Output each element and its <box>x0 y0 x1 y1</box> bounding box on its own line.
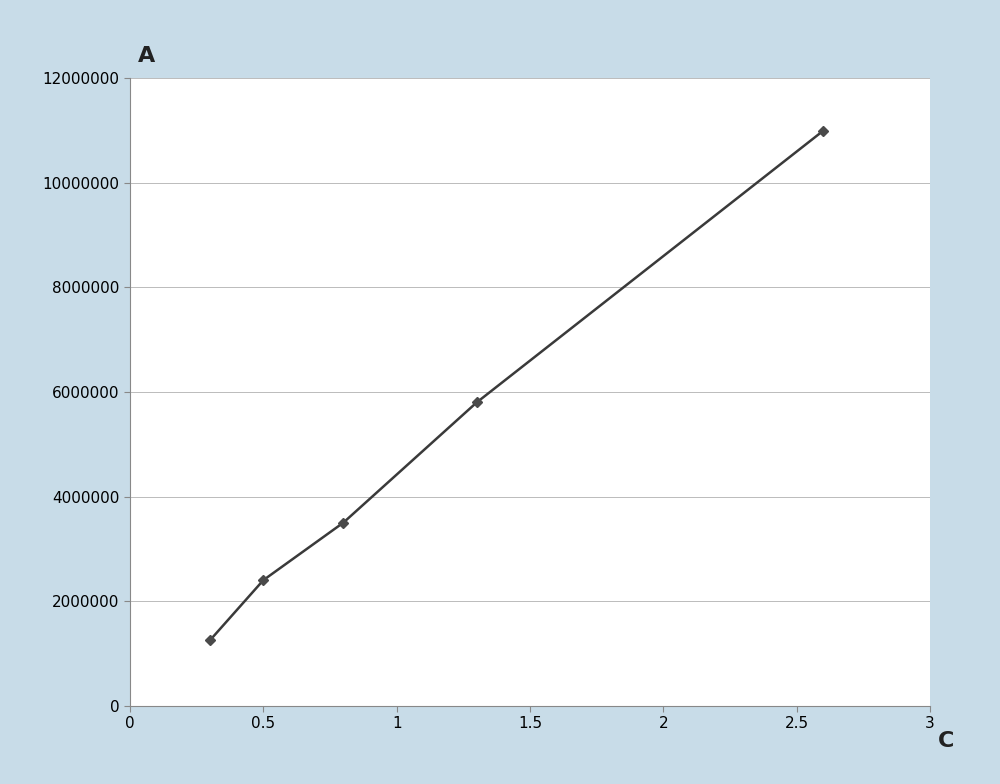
Text: A: A <box>138 45 155 66</box>
Text: C: C <box>938 731 954 751</box>
